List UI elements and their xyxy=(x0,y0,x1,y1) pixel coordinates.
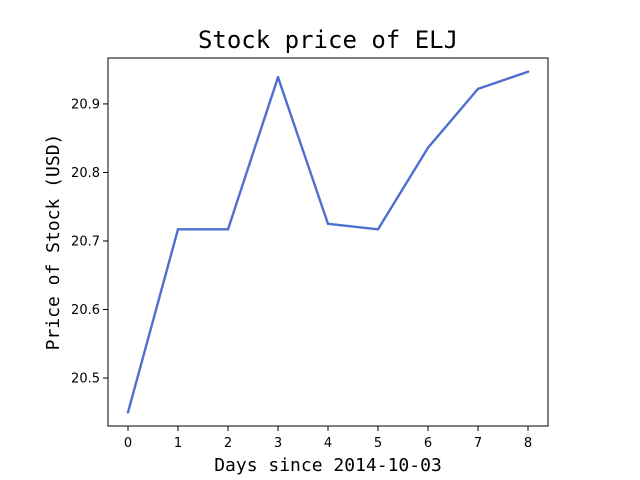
x-tick-label: 1 xyxy=(174,436,182,451)
y-axis-label: Price of Stock (USD) xyxy=(43,134,64,351)
data-point xyxy=(426,146,430,149)
x-tick-label: 7 xyxy=(474,436,482,451)
data-point xyxy=(126,411,130,414)
data-point xyxy=(276,75,280,79)
series-layer xyxy=(126,70,530,414)
data-point xyxy=(176,228,180,231)
data-point xyxy=(376,228,380,231)
data-point xyxy=(476,87,480,91)
y-tick-label: 20.5 xyxy=(71,372,100,387)
data-point xyxy=(526,70,530,73)
x-tick-label: 4 xyxy=(324,436,332,451)
y-tick-label: 20.9 xyxy=(71,97,100,112)
chart-title: Stock price of ELJ xyxy=(198,26,458,54)
x-tick-label: 6 xyxy=(424,436,432,451)
y-tick-label: 20.8 xyxy=(71,166,100,181)
data-point xyxy=(226,228,230,231)
x-tick-label: 5 xyxy=(374,436,382,451)
x-tick-label: 3 xyxy=(274,436,282,451)
x-tick-label: 2 xyxy=(224,436,232,451)
x-axis-label: Days since 2014-10-03 xyxy=(214,455,442,476)
x-tick-label: 0 xyxy=(124,436,132,451)
y-tick-label: 20.7 xyxy=(71,234,100,249)
x-tick-label: 8 xyxy=(524,436,532,451)
y-axis: 20.5 20.6 20.7 20.8 20.9 xyxy=(71,97,108,387)
data-point xyxy=(326,222,330,226)
y-tick-label: 20.6 xyxy=(71,303,100,318)
x-axis: 0 1 2 3 4 5 6 7 8 xyxy=(124,426,532,451)
